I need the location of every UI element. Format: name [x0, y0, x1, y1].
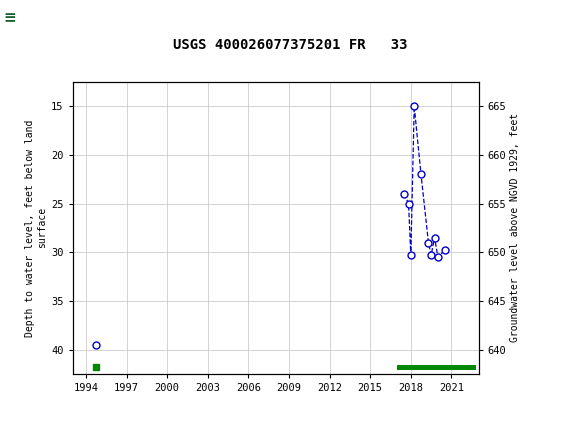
Y-axis label: Groundwater level above NGVD 1929, feet: Groundwater level above NGVD 1929, feet — [510, 114, 520, 342]
Bar — [3, 3, 52, 32]
Text: USGS 400026077375201 FR   33: USGS 400026077375201 FR 33 — [173, 37, 407, 52]
Text: ≡: ≡ — [3, 10, 16, 25]
Text: USGS: USGS — [26, 11, 68, 25]
Bar — [397, 365, 476, 370]
Y-axis label: Depth to water level, feet below land
surface: Depth to water level, feet below land su… — [25, 119, 47, 337]
